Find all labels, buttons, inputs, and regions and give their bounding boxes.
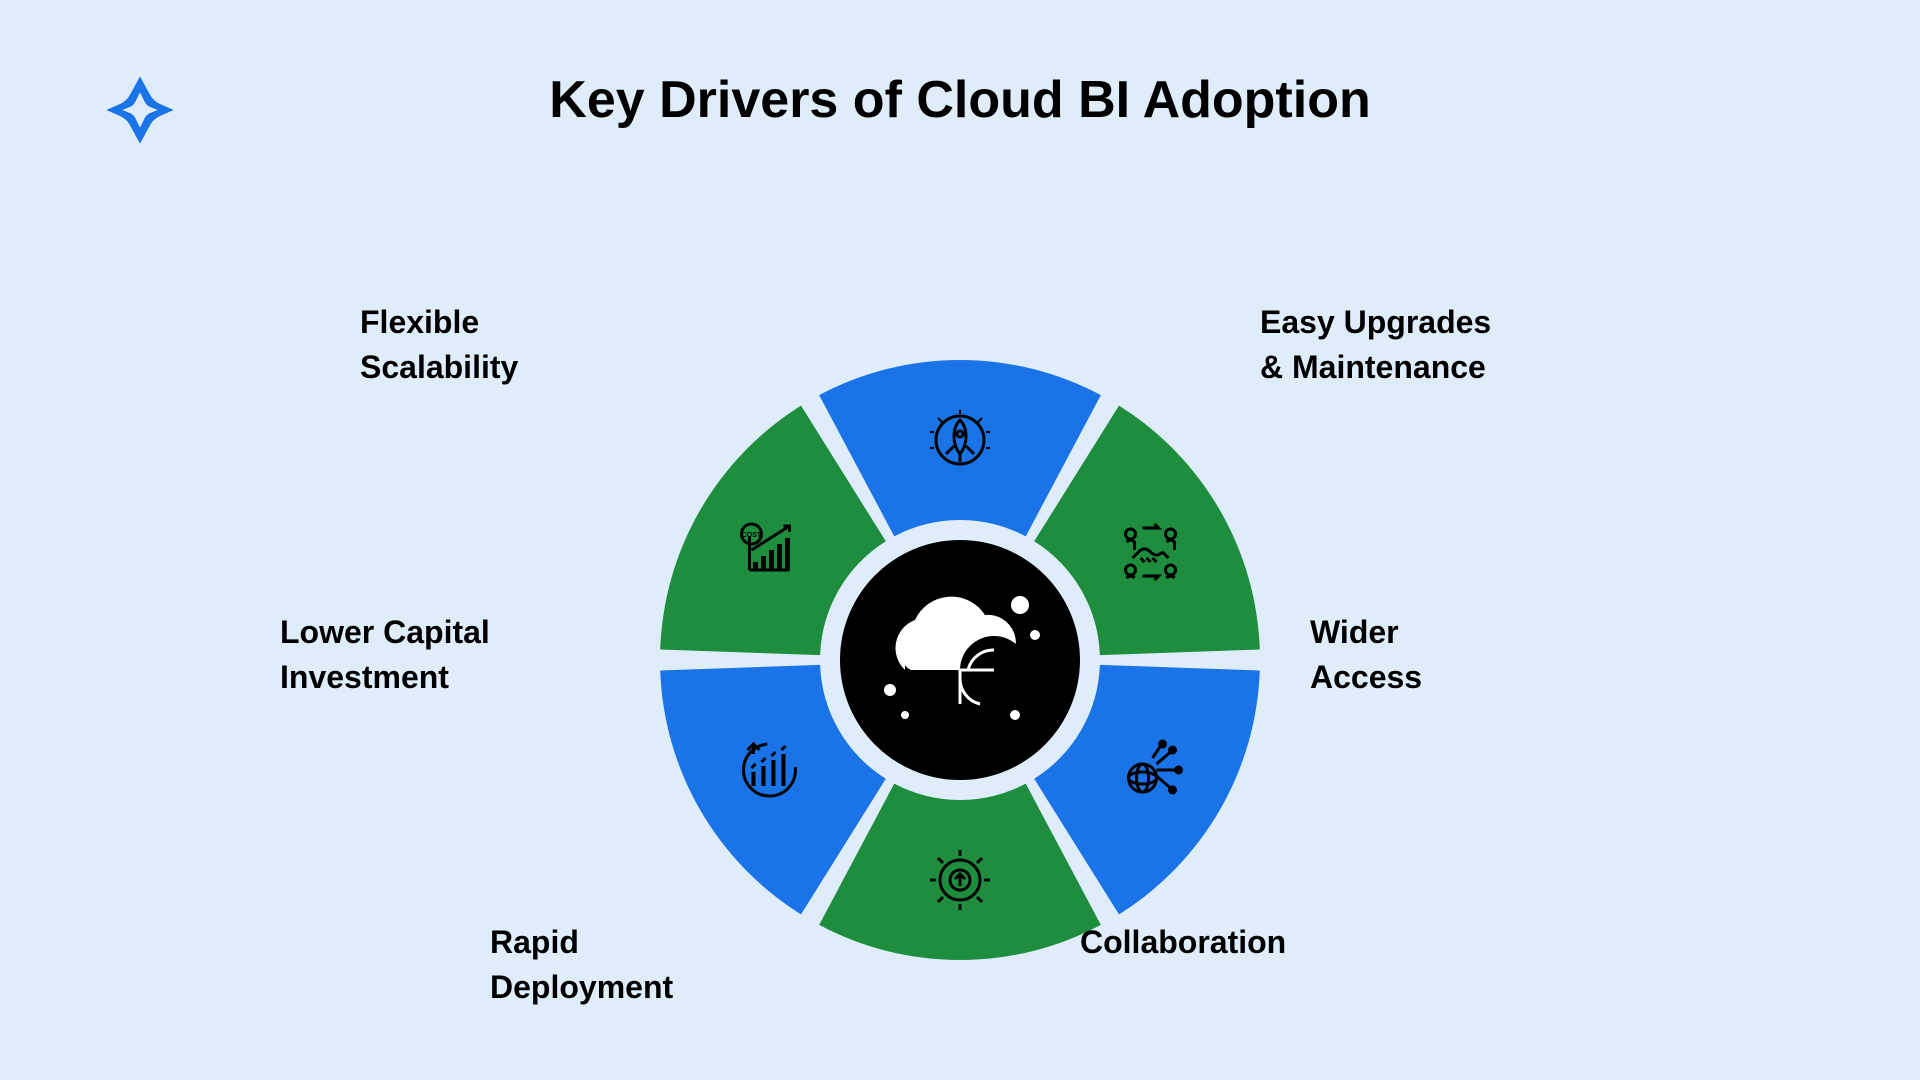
label-line2: & Maintenance: [1260, 345, 1491, 390]
segment-label-5: Easy Upgrades& Maintenance: [1260, 300, 1491, 390]
radial-diagram: COST: [640, 340, 1280, 980]
segment-label-0: FlexibleScalability: [360, 300, 518, 390]
label-line2: Scalability: [360, 345, 518, 390]
label-line1: Collaboration: [1080, 920, 1286, 965]
label-line1: Easy Upgrades: [1260, 300, 1491, 345]
label-line2: Access: [1310, 655, 1422, 700]
segment-label-4: WiderAccess: [1310, 610, 1422, 700]
page-title: Key Drivers of Cloud BI Adoption: [0, 70, 1920, 130]
svg-text:COST: COST: [742, 532, 762, 539]
label-line1: Flexible: [360, 300, 518, 345]
label-line2: Investment: [280, 655, 490, 700]
segment-label-3: Collaboration: [1080, 920, 1286, 965]
gear-upgrade-icon: [930, 850, 990, 910]
segment-label-2: RapidDeployment: [490, 920, 673, 1010]
segment-label-1: Lower CapitalInvestment: [280, 610, 490, 700]
label-line1: Lower Capital: [280, 610, 490, 655]
label-line1: Rapid: [490, 920, 673, 965]
label-line2: Deployment: [490, 965, 673, 1010]
label-line1: Wider: [1310, 610, 1422, 655]
